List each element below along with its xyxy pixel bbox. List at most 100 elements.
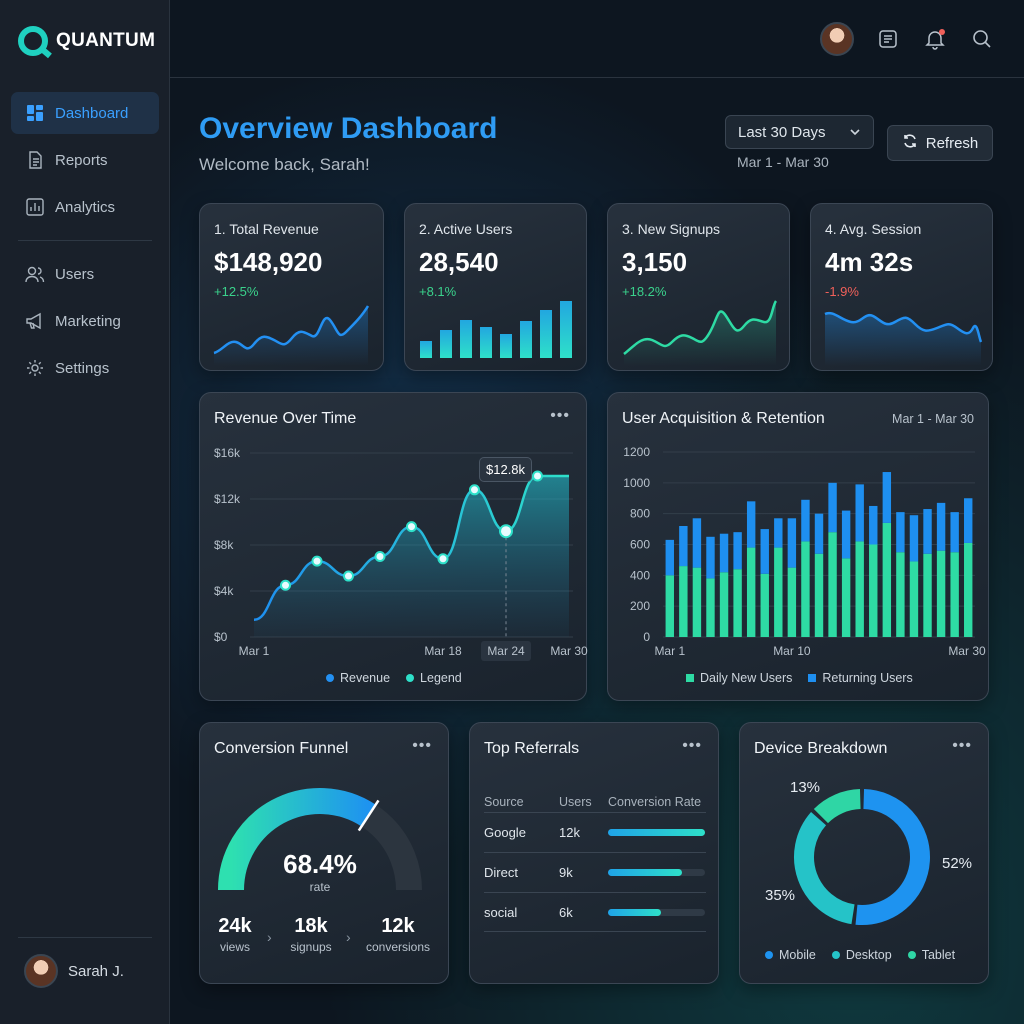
y-tick-label: $0 bbox=[214, 630, 228, 644]
bar-returning-users bbox=[774, 518, 783, 548]
sidebar-item-marketing[interactable]: Marketing bbox=[11, 300, 159, 342]
sidebar-item-reports[interactable]: Reports bbox=[11, 139, 159, 181]
table-row[interactable]: Google 12k bbox=[484, 812, 706, 852]
bell-icon[interactable] bbox=[924, 28, 946, 50]
x-tick-label: Mar 1 bbox=[654, 644, 685, 658]
sidebar-item-analytics[interactable]: Analytics bbox=[11, 186, 159, 228]
bar-returning-users bbox=[896, 512, 905, 553]
sidebar: QUANTUM Dashboard Reports Analytics User… bbox=[0, 0, 170, 1024]
table-row[interactable]: Direct 9k bbox=[484, 852, 706, 892]
sidebar-user[interactable]: Sarah J. bbox=[24, 954, 124, 988]
list-icon[interactable] bbox=[877, 28, 899, 50]
table-header-rate: Conversion Rate bbox=[608, 795, 702, 809]
referral-users: 6k bbox=[559, 905, 573, 920]
kpi-value: 4m 32s bbox=[825, 247, 914, 277]
sidebar-item-settings[interactable]: Settings bbox=[11, 347, 159, 389]
app-logo[interactable]: QUANTUM bbox=[18, 26, 155, 56]
legend-label: Revenue bbox=[340, 671, 391, 685]
sidebar-item-label: Users bbox=[55, 265, 95, 283]
kpi-title: 2. Active Users bbox=[419, 221, 513, 237]
x-tick-label: Mar 24 bbox=[487, 644, 525, 658]
bar-new-users bbox=[909, 561, 919, 637]
conversion-rate-fill bbox=[608, 829, 705, 836]
device-donut-chart bbox=[794, 789, 930, 925]
gauge-marker bbox=[357, 799, 380, 832]
date-range-select[interactable]: Last 30 Days bbox=[725, 115, 874, 149]
card-title: Conversion Funnel bbox=[214, 740, 349, 757]
kpi-card-new-signups[interactable]: 3. New Signups 3,150 +18.2% bbox=[607, 203, 790, 371]
bar-new-users bbox=[719, 572, 729, 637]
bar-new-users bbox=[801, 541, 810, 637]
device-legend: Mobile Desktop Tablet bbox=[765, 948, 955, 962]
refresh-button[interactable]: Refresh bbox=[887, 125, 993, 161]
kpi-card-revenue[interactable]: 1. Total Revenue $148,920 +12.5% bbox=[199, 203, 384, 371]
acquisition-date-range: Mar 1 - Mar 30 bbox=[892, 412, 974, 426]
legend-swatch bbox=[808, 674, 817, 682]
date-range-text: Mar 1 - Mar 30 bbox=[737, 154, 829, 170]
kpi-bar bbox=[540, 310, 552, 358]
bar-chart-icon bbox=[25, 198, 45, 216]
revenue-point bbox=[280, 579, 291, 591]
revenue-point bbox=[406, 521, 417, 533]
y-tick-label: 600 bbox=[630, 538, 650, 552]
bar-returning-users bbox=[814, 513, 824, 554]
kpi-card-avg-session[interactable]: 4. Avg. Session 4m 32s -1.9% bbox=[810, 203, 993, 371]
bar-new-users bbox=[679, 566, 688, 637]
bar-returning-users bbox=[882, 472, 892, 523]
slice-label-tablet: 13% bbox=[790, 779, 821, 796]
date-range-select-label: Last 30 Days bbox=[738, 123, 826, 141]
x-tick-label: Mar 30 bbox=[948, 644, 986, 658]
bar-new-users bbox=[814, 553, 824, 637]
card-title: Device Breakdown bbox=[754, 740, 888, 757]
x-tick-label: Mar 1 bbox=[239, 644, 270, 658]
funnel-step-label: views bbox=[219, 940, 250, 954]
more-options-icon[interactable]: ••• bbox=[682, 737, 702, 754]
conversion-rate-bar bbox=[608, 909, 705, 916]
kpi-bar bbox=[560, 301, 572, 358]
quantum-logo-icon bbox=[18, 26, 48, 56]
table-row[interactable]: social 6k bbox=[484, 892, 706, 932]
referral-source: Direct bbox=[484, 865, 518, 880]
more-options-icon[interactable]: ••• bbox=[952, 737, 972, 754]
y-tick-label: $8k bbox=[214, 538, 234, 552]
acquisition-legend: Daily New Users Returning Users bbox=[686, 671, 913, 685]
sidebar-item-dashboard[interactable]: Dashboard bbox=[11, 92, 159, 134]
sidebar-divider bbox=[18, 240, 152, 241]
bar-returning-users bbox=[706, 536, 715, 579]
bar-returning-users bbox=[719, 533, 729, 573]
conversion-rate-bar bbox=[608, 869, 705, 876]
kpi-bar bbox=[460, 320, 472, 358]
y-tick-label: $16k bbox=[214, 446, 241, 460]
legend-item: Daily New Users bbox=[686, 671, 792, 685]
bar-new-users bbox=[706, 578, 715, 637]
kpi-card-active-users[interactable]: 2. Active Users 28,540 +8.1% bbox=[404, 203, 587, 371]
kpi-value: 3,150 bbox=[622, 247, 688, 277]
y-tick-label: 200 bbox=[630, 599, 650, 613]
sidebar-item-label: Settings bbox=[55, 359, 110, 377]
kpi-value: 28,540 bbox=[419, 247, 499, 277]
legend-swatch bbox=[406, 674, 415, 682]
sidebar-item-users[interactable]: Users bbox=[11, 253, 159, 295]
bar-returning-users bbox=[828, 482, 837, 533]
sidebar-item-label: Dashboard bbox=[55, 104, 129, 122]
legend-item: Legend bbox=[406, 671, 462, 685]
legend-item: Returning Users bbox=[808, 671, 913, 685]
avatar bbox=[24, 954, 58, 988]
bar-new-users bbox=[733, 569, 742, 637]
avatar[interactable] bbox=[820, 22, 854, 56]
funnel-rate-label: rate bbox=[309, 880, 331, 894]
refresh-icon bbox=[902, 133, 918, 153]
more-options-icon[interactable]: ••• bbox=[412, 737, 432, 754]
megaphone-icon bbox=[25, 312, 45, 330]
bar-new-users bbox=[665, 575, 674, 637]
search-icon[interactable] bbox=[971, 28, 993, 50]
document-icon bbox=[25, 151, 45, 169]
bar-returning-users bbox=[801, 499, 810, 542]
table-header-users: Users bbox=[559, 795, 592, 809]
referral-source: Google bbox=[484, 825, 526, 840]
kpi-bar-sparkline bbox=[420, 301, 572, 358]
more-options-icon[interactable]: ••• bbox=[550, 407, 570, 424]
bar-returning-users bbox=[964, 498, 973, 543]
revenue-chart-card: Revenue Over Time ••• $0 $4k $8k $12k $16k M… bbox=[199, 392, 588, 701]
kpi-delta: +12.5% bbox=[214, 284, 259, 299]
